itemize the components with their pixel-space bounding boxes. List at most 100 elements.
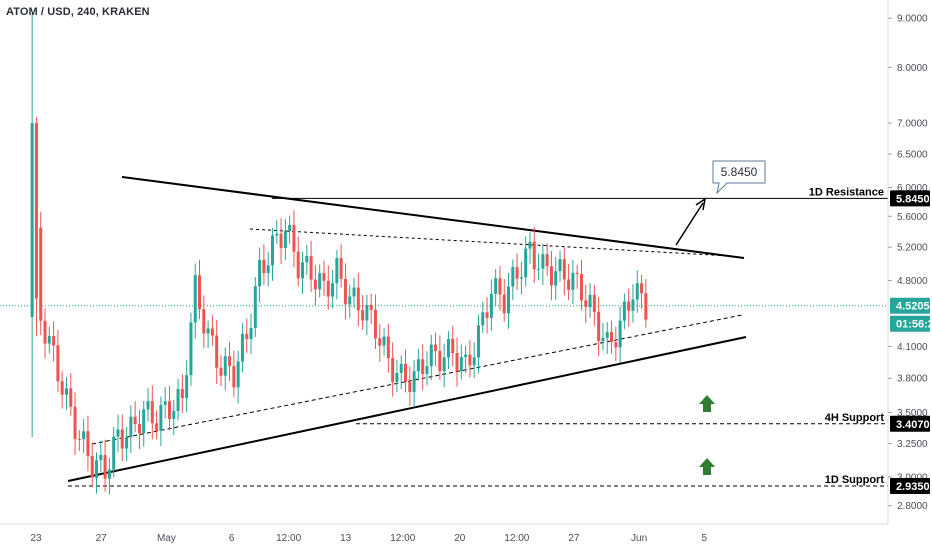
candle-body (541, 254, 545, 269)
last-price-tag[interactable]: 4.5205 (890, 297, 930, 314)
up-arrow-shape (699, 395, 715, 412)
price-tick-label: 5.2000 (897, 243, 928, 254)
time-tick-label: 27 (96, 533, 108, 544)
time-tick-label: 12:00 (390, 533, 415, 544)
candle-body (644, 293, 648, 320)
candles (30, 13, 648, 495)
candle-body (472, 357, 476, 366)
candle-body (605, 332, 609, 338)
candle-body (159, 404, 163, 431)
candle-body (412, 371, 416, 393)
candle-body (180, 389, 184, 399)
candle-body (73, 406, 77, 439)
price-tick-label: 5.6000 (897, 212, 928, 223)
resistance-price-tag[interactable]: 5.8450 (890, 190, 930, 207)
candle-body (245, 333, 249, 339)
candle-body (343, 278, 347, 305)
candle-body (142, 409, 146, 434)
candle-body (95, 460, 99, 478)
candle-body (562, 259, 566, 280)
symbol-title[interactable]: ATOM / USD, 240, KRAKEN (6, 6, 150, 18)
candle-body (554, 271, 558, 286)
support-1d-price-tag-bg (890, 478, 930, 495)
candle-body (52, 335, 56, 346)
candle-body (489, 293, 493, 318)
candle-body (82, 431, 86, 440)
time-axis[interactable]: 23 27 May 6 12:00 13 12:00 20 12:00 27 Jun 5 (0, 523, 888, 544)
candle-body (163, 401, 167, 405)
price-tick-label: 3.8000 (897, 374, 928, 385)
candle-body (120, 429, 124, 449)
candle-body (270, 235, 274, 266)
candle-body (429, 344, 433, 367)
candle-body (507, 286, 511, 314)
time-tick-label: 23 (30, 533, 42, 544)
candle-body (438, 350, 442, 372)
candle-body (348, 296, 352, 305)
up-arrow-icon (699, 395, 715, 412)
candle-body (219, 367, 223, 376)
candle-body (614, 342, 618, 348)
price-callout-box[interactable] (712, 160, 766, 195)
price-axis-panel (888, 0, 932, 550)
candle-body (622, 301, 626, 321)
candle-body (571, 272, 575, 290)
candle-body (481, 312, 485, 326)
candle-body (524, 248, 528, 278)
support-4h-label[interactable]: 4H Support (825, 412, 885, 424)
candle-body (39, 227, 43, 321)
candle-body (223, 356, 227, 376)
inner-upper-dashed-line[interactable] (249, 228, 731, 257)
candle-body (236, 361, 240, 388)
candle-body (352, 287, 356, 297)
horizontal-levels (0, 197, 888, 487)
price-tick-label: 3.0000 (897, 472, 928, 483)
candle-body (56, 345, 60, 382)
candle-body (279, 233, 283, 248)
candle-body (434, 344, 438, 351)
candle-body (198, 275, 202, 310)
candle-body (618, 320, 622, 348)
candle-body (335, 258, 339, 284)
support-4h-price-tag-text: 3.4070 (896, 419, 930, 431)
candle-body (326, 280, 330, 297)
candle-body (129, 416, 133, 438)
candle-body (575, 272, 579, 274)
candle-body (189, 322, 193, 376)
candle-body (558, 259, 562, 272)
candle-body (69, 388, 73, 407)
lower-trendline[interactable] (67, 336, 747, 482)
candle-body (99, 455, 103, 461)
support-1d-price-tag[interactable]: 2.9350 (890, 478, 930, 495)
candle-body (262, 259, 266, 274)
candle-body (365, 305, 369, 321)
countdown-tag-bg (890, 315, 930, 332)
upper-trendline[interactable] (121, 176, 745, 259)
candle-body (146, 401, 150, 410)
support-1d-label[interactable]: 1D Support (825, 474, 885, 486)
price-axis[interactable]: 9.0000 8.0000 7.0000 6.5000 6.0000 5.6000 5.20… (887, 0, 932, 550)
candle-body (528, 241, 532, 249)
countdown-tag[interactable]: 01:56:22 (890, 315, 932, 332)
candle-body (322, 273, 326, 281)
candle-body (258, 259, 262, 287)
trendlines (67, 176, 747, 482)
candle-body (511, 267, 515, 287)
time-tick-label: 13 (340, 533, 352, 544)
candle-body (309, 256, 313, 280)
candle-body (30, 123, 34, 317)
inner-lower-dashed-line[interactable] (91, 314, 743, 445)
candle-body (502, 294, 506, 314)
candle-body (155, 423, 159, 431)
price-tick-label: 8.0000 (897, 63, 928, 74)
time-tick-label: May (157, 533, 176, 544)
price-tick-label: 3.5000 (897, 408, 928, 419)
candle-body (515, 267, 519, 279)
support-4h-price-tag[interactable]: 3.4070 (890, 415, 930, 432)
countdown-tag-text: 01:56:22 (896, 319, 932, 331)
price-tick-label: 9.0000 (897, 14, 928, 25)
resistance-1d-label[interactable]: 1D Resistance (809, 186, 884, 198)
candle-body (193, 275, 197, 323)
